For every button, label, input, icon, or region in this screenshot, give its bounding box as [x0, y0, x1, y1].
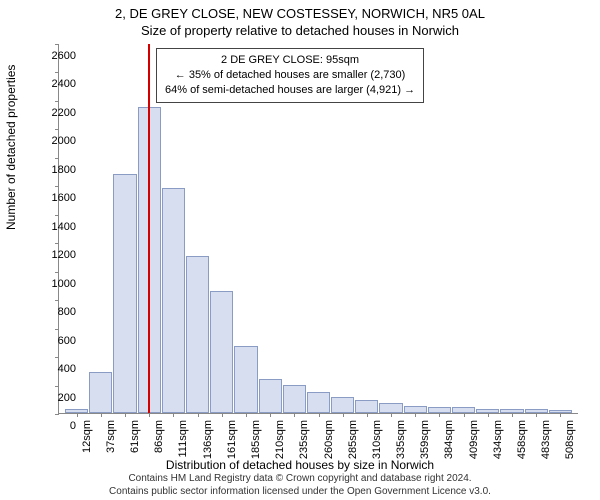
- y-tick-label: 1600: [36, 192, 76, 204]
- attribution-line-2: Contains public sector information licen…: [0, 485, 600, 498]
- histogram-bar: [89, 372, 112, 413]
- histogram-bar: [307, 392, 330, 413]
- chart-area: 12sqm37sqm61sqm86sqm111sqm136sqm161sqm18…: [58, 44, 578, 414]
- x-tick-mark: [125, 413, 126, 417]
- callout-line-3: 64% of semi-detached houses are larger (…: [165, 83, 415, 98]
- y-tick-label: 400: [36, 363, 76, 375]
- x-tick-mark: [319, 413, 320, 417]
- y-tick-mark: [55, 129, 59, 130]
- x-tick-mark: [367, 413, 368, 417]
- y-tick-label: 2000: [36, 135, 76, 147]
- y-tick-label: 2200: [36, 107, 76, 119]
- y-tick-label: 800: [36, 306, 76, 318]
- y-tick-label: 1800: [36, 164, 76, 176]
- histogram-bar: [404, 406, 427, 413]
- histogram-bar: [259, 379, 282, 413]
- y-tick-label: 1000: [36, 278, 76, 290]
- y-tick-mark: [55, 386, 59, 387]
- y-tick-label: 600: [36, 335, 76, 347]
- y-tick-mark: [55, 272, 59, 273]
- y-tick-mark: [55, 186, 59, 187]
- histogram-bar: [283, 385, 306, 413]
- x-tick-mark: [246, 413, 247, 417]
- property-callout: 2 DE GREY CLOSE: 95sqm ← 35% of detached…: [156, 48, 424, 103]
- property-marker-line: [148, 44, 150, 413]
- y-tick-label: 0: [36, 420, 76, 432]
- y-tick-label: 200: [36, 392, 76, 404]
- x-tick-mark: [560, 413, 561, 417]
- x-tick-mark: [173, 413, 174, 417]
- x-tick-mark: [512, 413, 513, 417]
- x-tick-mark: [270, 413, 271, 417]
- callout-line-1: 2 DE GREY CLOSE: 95sqm: [165, 53, 415, 68]
- histogram-bar: [379, 403, 402, 413]
- y-tick-mark: [55, 357, 59, 358]
- y-tick-label: 1200: [36, 249, 76, 261]
- x-tick-mark: [536, 413, 537, 417]
- y-tick-mark: [55, 414, 59, 415]
- attribution: Contains HM Land Registry data © Crown c…: [0, 472, 600, 498]
- title-line-2: Size of property relative to detached ho…: [0, 21, 600, 38]
- attribution-line-1: Contains HM Land Registry data © Crown c…: [0, 472, 600, 485]
- y-tick-label: 2600: [36, 50, 76, 62]
- y-tick-mark: [55, 300, 59, 301]
- x-tick-mark: [343, 413, 344, 417]
- title-line-1: 2, DE GREY CLOSE, NEW COSTESSEY, NORWICH…: [0, 0, 600, 21]
- x-tick-mark: [222, 413, 223, 417]
- y-tick-mark: [55, 101, 59, 102]
- y-tick-mark: [55, 215, 59, 216]
- y-tick-mark: [55, 72, 59, 73]
- histogram-bar: [355, 400, 378, 413]
- x-tick-mark: [391, 413, 392, 417]
- x-tick-mark: [77, 413, 78, 417]
- histogram-bar: [331, 397, 354, 413]
- y-tick-mark: [55, 44, 59, 45]
- histogram-bar: [162, 188, 185, 413]
- histogram-bar: [234, 346, 257, 413]
- x-tick-mark: [294, 413, 295, 417]
- histogram-bar: [113, 174, 136, 413]
- x-tick-mark: [415, 413, 416, 417]
- x-tick-mark: [101, 413, 102, 417]
- y-tick-label: 1400: [36, 221, 76, 233]
- chart-container: 2, DE GREY CLOSE, NEW COSTESSEY, NORWICH…: [0, 0, 600, 500]
- y-tick-mark: [55, 329, 59, 330]
- histogram-bar: [186, 256, 209, 413]
- histogram-bar: [210, 291, 233, 413]
- y-tick-label: 2400: [36, 78, 76, 90]
- x-tick-mark: [439, 413, 440, 417]
- callout-line-2: ← 35% of detached houses are smaller (2,…: [165, 68, 415, 83]
- y-tick-mark: [55, 243, 59, 244]
- y-tick-mark: [55, 158, 59, 159]
- x-tick-mark: [198, 413, 199, 417]
- x-tick-mark: [149, 413, 150, 417]
- x-tick-mark: [464, 413, 465, 417]
- x-tick-mark: [488, 413, 489, 417]
- y-axis-label: Number of detached properties: [4, 65, 18, 230]
- x-axis-label: Distribution of detached houses by size …: [0, 458, 600, 472]
